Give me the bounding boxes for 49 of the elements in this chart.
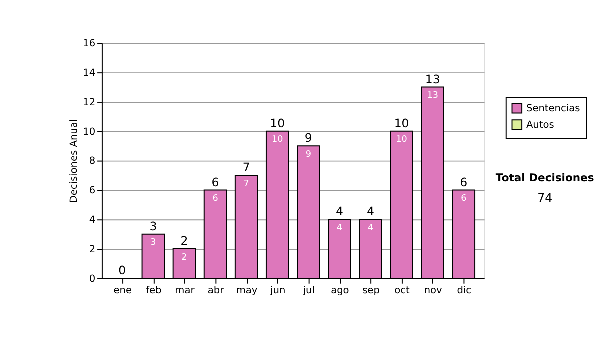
total-label: 10 [270,116,286,130]
x-tick-label: nov [424,286,443,297]
data-label: 7 [244,179,250,190]
y-tick-label: 16 [83,38,96,50]
total-label: 2 [180,234,188,248]
data-label: 6 [212,194,219,204]
total-label: 13 [425,72,440,86]
data-label: 2 [182,252,188,263]
data-label: 3 [150,238,156,248]
x-tick-label: dic [457,286,472,297]
total-label: 4 [367,204,374,219]
text: Total Decisiones [496,171,594,184]
y-tick-label: 6 [89,186,96,197]
x-tick-label: ago [331,286,350,297]
y-tick-label: 4 [89,215,96,226]
data-label: 13 [427,91,438,102]
text: 74 [538,190,553,205]
data-label: 10 [272,135,284,146]
data-label: 9 [306,150,312,160]
y-tick-label: 10 [83,126,96,138]
legend-label: Autos [526,120,554,131]
data-label: 6 [461,194,468,204]
total-label: 9 [304,131,312,146]
y-axis-title: Decisiones Anual [69,119,80,204]
x-tick-label: feb [146,286,162,297]
x-tick-label: mar [175,286,196,297]
total-label: 10 [394,116,410,130]
x-tick-label: ene [114,286,132,297]
y-tick-label: 8 [89,156,96,168]
x-tick-label: may [236,286,258,297]
x-tick-label: abr [208,286,226,297]
y-tick-label: 2 [89,244,96,256]
legend-label: Sentencias [526,103,580,114]
data-label: 4 [368,223,374,234]
total-label: 0 [118,264,126,278]
data-label: 4 [336,223,343,234]
data-label: 10 [396,135,408,146]
total-label: 3 [150,219,158,234]
x-tick-label: jun [270,286,286,297]
x-tick-label: sep [362,286,380,297]
y-tick-label: 0 [89,274,96,285]
total-label: 6 [212,175,220,190]
y-tick-label: 14 [83,68,96,80]
total-label: 7 [242,160,250,175]
x-tick-label: oct [394,286,410,297]
total-label: 6 [460,175,468,190]
total-label: 4 [336,204,344,219]
x-tick-label: jul [302,286,315,297]
y-tick-label: 12 [83,97,96,108]
